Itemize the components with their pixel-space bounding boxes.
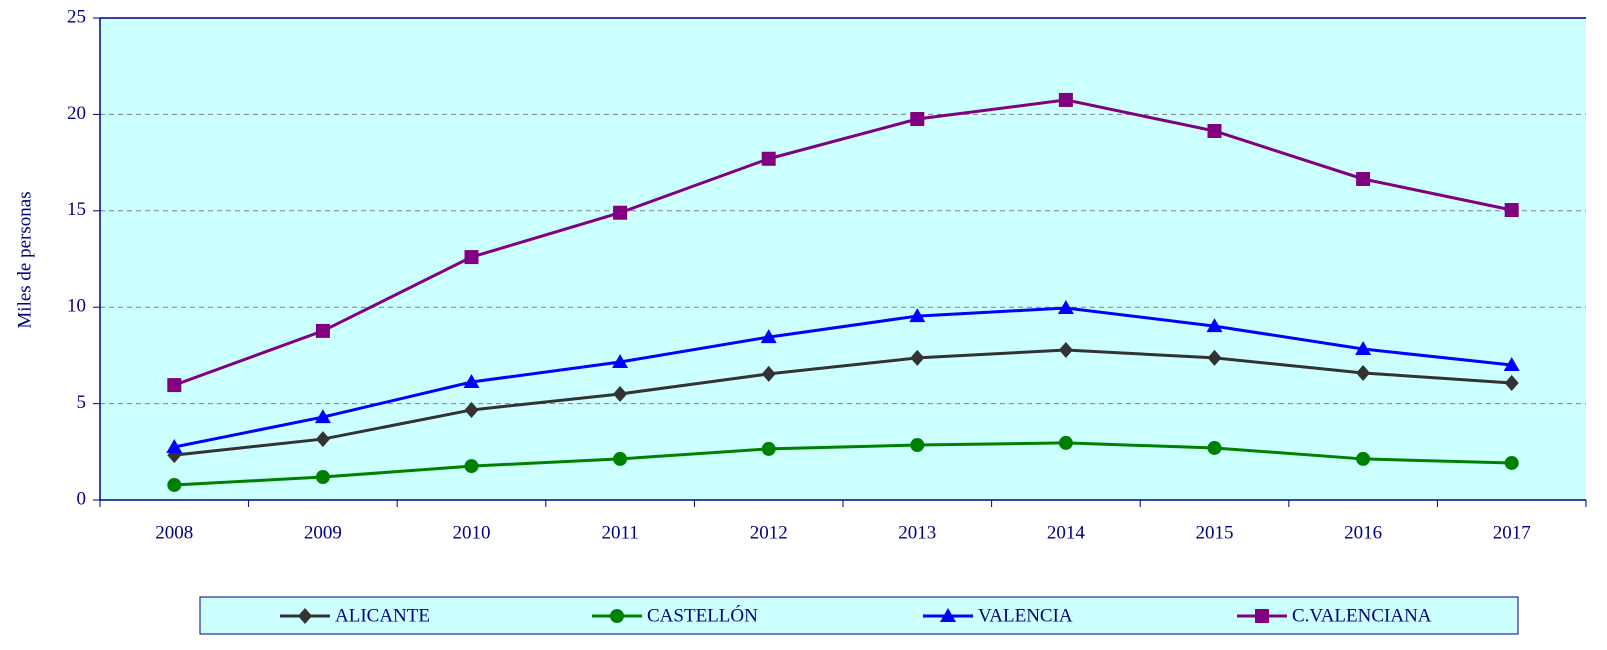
x-tick-label: 2016 [1344,522,1382,543]
marker [1503,357,1520,372]
marker [1504,203,1519,218]
marker [761,151,776,166]
legend [199,596,1519,635]
marker [940,608,956,622]
marker [760,329,777,344]
marker [1356,364,1371,381]
marker [1207,123,1222,138]
marker [1207,349,1222,366]
x-tick-label: 2012 [750,522,788,543]
marker [1058,342,1073,359]
marker [1504,374,1519,391]
x-tick-label: 2013 [898,522,936,543]
marker [167,477,182,492]
legend-label: ALICANTE [335,605,430,626]
marker [464,401,479,418]
marker [464,459,479,474]
y-tick-label: 15 [67,199,86,220]
marker [761,365,776,382]
x-tick-label: 2014 [1047,522,1086,543]
y-tick-label: 10 [67,296,86,317]
legend-label: CASTELLÓN [647,604,758,626]
marker [315,323,330,338]
marker [613,385,628,402]
series-line [174,441,1512,487]
marker [613,205,628,220]
y-tick-label: 25 [67,6,86,27]
marker [1058,435,1073,450]
series-line [174,348,1512,457]
marker [315,470,330,485]
marker [167,378,182,393]
y-tick-label: 5 [77,392,87,413]
legend-label: C.VALENCIANA [1292,605,1432,626]
marker [1255,609,1269,623]
marker [463,374,480,389]
marker [909,308,926,323]
y-axis-label: Miles de personas [14,191,35,328]
marker [1356,171,1371,186]
plot-area [100,18,1586,500]
x-tick-label: 2009 [304,522,342,543]
marker [298,608,312,624]
marker [910,112,925,127]
marker [1057,299,1074,314]
marker [1504,455,1519,470]
marker [166,438,183,453]
x-tick-label: 2011 [601,522,638,543]
x-tick-label: 2010 [453,522,491,543]
marker [1355,341,1372,356]
series-line [173,98,1513,387]
marker [1356,451,1371,466]
marker [314,409,331,424]
series-line [174,306,1512,449]
marker [612,353,629,368]
y-tick-label: 0 [77,488,87,509]
marker [1207,440,1222,455]
marker [315,431,330,448]
marker [761,441,776,456]
marker [1058,92,1073,107]
marker [910,349,925,366]
marker [1206,318,1223,333]
legend-label: VALENCIA [978,605,1073,626]
x-tick-label: 2017 [1493,522,1531,543]
x-tick-label: 2015 [1196,522,1234,543]
marker [464,250,479,265]
marker [910,438,925,453]
x-tick-label: 2008 [155,522,193,543]
marker [610,609,624,623]
marker [613,451,628,466]
y-tick-label: 20 [67,103,86,124]
